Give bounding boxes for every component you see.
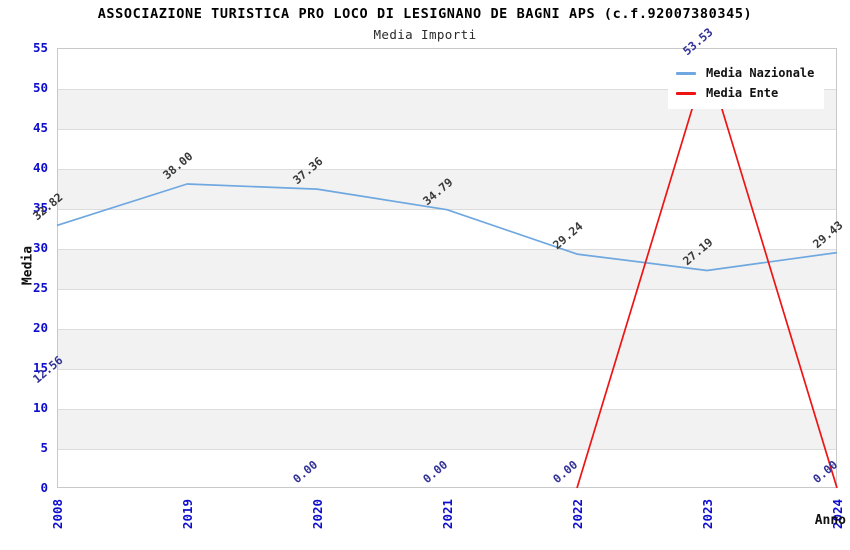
legend: Media Nazionale Media Ente [668,57,825,109]
x-tick-label: 2020 [310,498,325,530]
y-tick-label: 50 [32,80,48,95]
chart-title: ASSOCIAZIONE TURISTICA PRO LOCO DI LESIG… [97,6,753,22]
background-band [58,249,836,289]
y-tick-label: 20 [32,320,48,335]
y-tick-label: 5 [40,440,48,455]
chart-subtitle: Media Importi [373,27,477,42]
background-band [58,409,836,449]
background-band [58,329,836,369]
grid-line [58,329,836,330]
legend-item: Media Nazionale [676,63,814,83]
y-tick-label: 45 [32,120,48,135]
y-tick-label: 40 [32,160,48,175]
x-tick-label: 2023 [700,498,715,530]
legend-label: Media Ente [706,86,779,100]
legend-item: Media Ente [676,83,814,103]
grid-line [58,409,836,410]
x-tick-label: 2008 [50,498,65,530]
grid-line [58,289,836,290]
x-tick-label: 2021 [440,498,455,530]
x-tick-label: 2022 [570,498,585,530]
x-tick-label: 2019 [180,498,195,530]
grid-line [58,129,836,130]
legend-dash-icon [676,91,696,95]
legend-label: Media Nazionale [706,66,815,80]
grid-line [58,449,836,450]
y-tick-label: 0 [40,480,48,495]
y-tick-label: 10 [32,400,48,415]
y-tick-label: 15 [32,360,48,375]
legend-dash-icon [676,71,696,75]
grid-line [58,369,836,370]
grid-line [58,169,836,170]
grid-line [58,249,836,250]
x-axis-label: Anno [814,513,846,528]
y-tick-label: 30 [32,240,48,255]
y-tick-label: 55 [32,40,48,55]
grid-line [58,209,836,210]
y-tick-label: 25 [32,280,48,295]
grid-line [58,89,836,90]
y-tick-label: 35 [32,200,48,215]
plot-area [57,48,837,488]
